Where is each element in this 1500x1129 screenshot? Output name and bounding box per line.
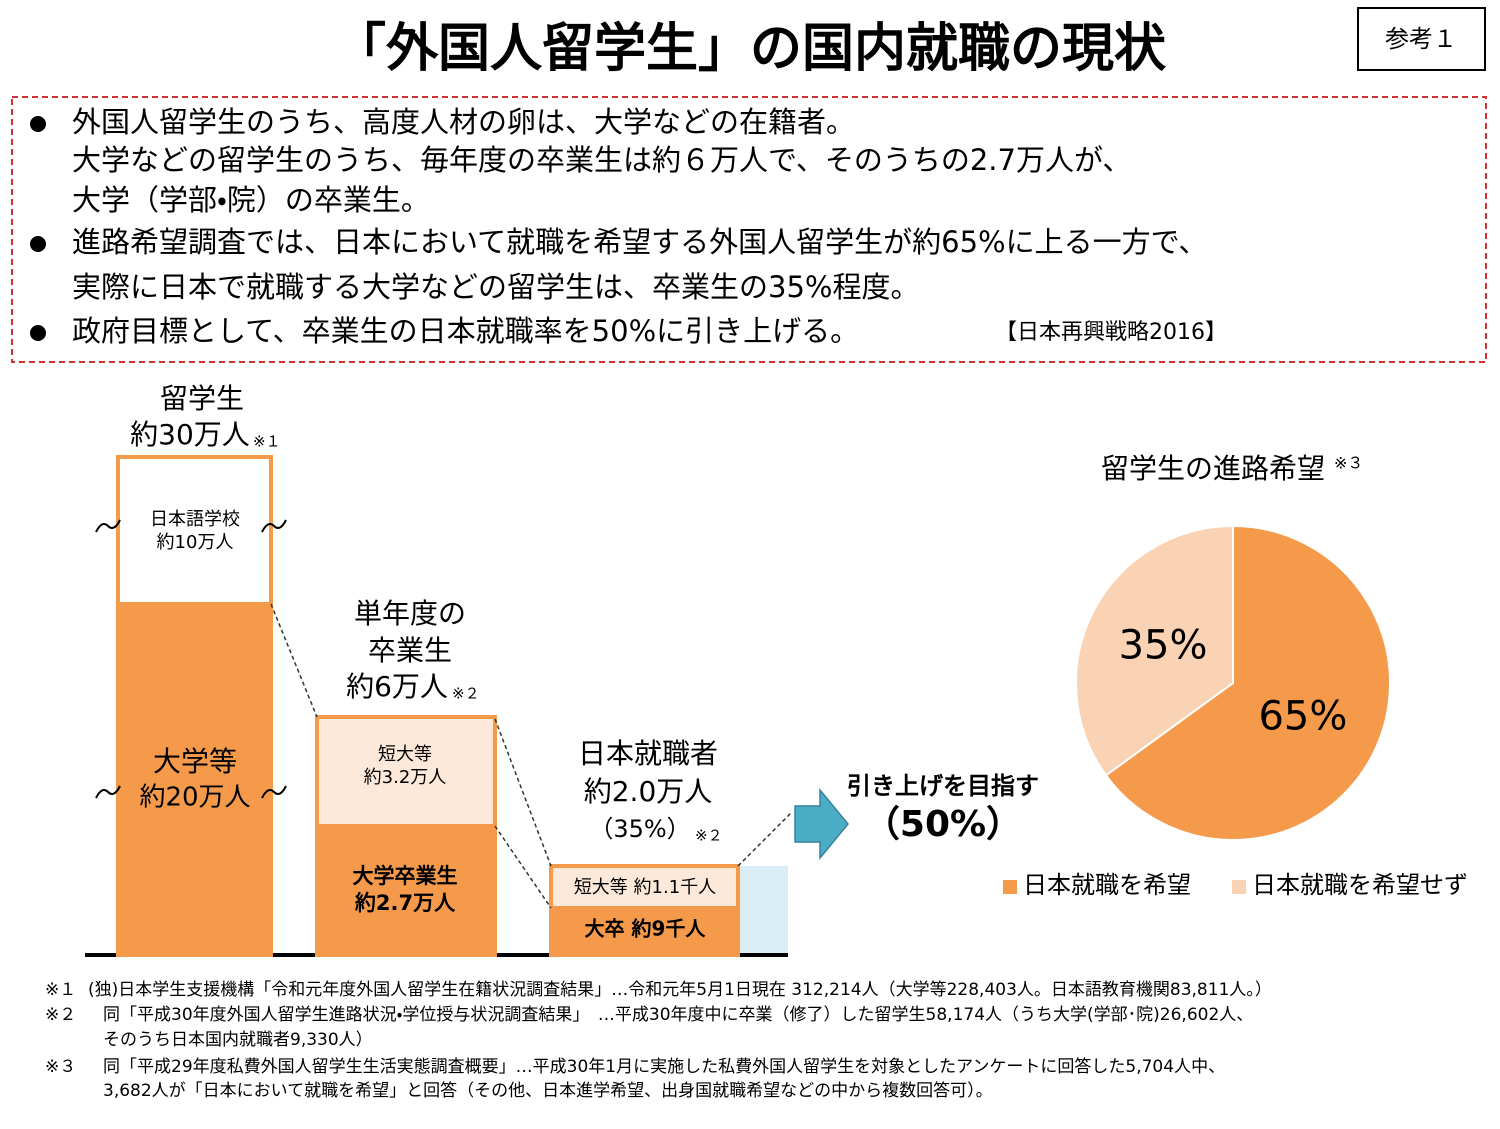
footnote-text: (独)日本学生支援機構「令和元年度外国人留学生在籍状況調査結果」…令和元年5月1…	[88, 980, 1272, 1000]
footnote-text: 3,682人が「日本において就職を希望」と回答（その他、日本進学希望、出身国就職…	[103, 1080, 993, 1101]
connector	[494, 718, 552, 867]
bullet-text: 大学などの留学生のうち、毎年度の卒業生は約６万人で、そのうちの2.7万人が、	[72, 143, 1131, 177]
bullet-text: 外国人留学生のうち、高度人材の卵は、大学などの在籍者。	[72, 105, 855, 139]
target-text: （50%）	[864, 804, 1022, 845]
arrow	[794, 787, 849, 861]
box-text: 約3.2万人	[364, 767, 447, 788]
box-text: 短大等 約1.1千人	[574, 877, 716, 898]
box-lower	[549, 906, 740, 957]
heading: 約2.0万人	[584, 775, 713, 808]
badge: 参考１	[1385, 25, 1457, 53]
footnote-text: 同「平成29年度私費外国人留学生生活実態調査概要」…平成30年1月に実施した私費…	[103, 1056, 1225, 1077]
bullet-text: 実際に日本で就職する大学などの留学生は、卒業生の35%程度。	[72, 270, 919, 304]
connector	[737, 811, 793, 867]
chart-title: 留学生の進路希望	[1101, 452, 1325, 485]
connector	[270, 603, 318, 718]
heading: 卒業生	[368, 634, 452, 667]
bullet-dot	[30, 116, 46, 132]
summary-box	[11, 96, 1487, 363]
pie-slice	[1075, 524, 1234, 777]
bullet-text: 政府目標として、卒業生の日本就職率を50%に引き上げる。	[72, 314, 859, 348]
heading: 留学生	[160, 382, 244, 415]
box-text: 約10万人	[157, 532, 234, 553]
box-lower	[116, 602, 273, 957]
footnote-text: そのうち日本国内就職者9,330人）	[103, 1030, 373, 1050]
pie-label: 65%	[1258, 694, 1347, 740]
legend-swatch	[1003, 880, 1017, 894]
footnote-mark: ※３	[45, 1057, 76, 1077]
bullet-dot	[30, 236, 46, 252]
heading: 単年度の	[354, 597, 466, 630]
break-mark	[261, 519, 287, 533]
box-text: 日本語学校	[150, 509, 240, 530]
bullet-source: 【日本再興戦略2016】	[995, 320, 1227, 345]
box-text: 大卒 約9千人	[585, 917, 707, 941]
badge-box	[1357, 7, 1486, 71]
legend-label: 日本就職を希望せず	[1252, 871, 1468, 899]
legend-swatch	[1232, 880, 1246, 894]
heading: 約6万人	[346, 670, 448, 703]
bullet-text: 進路希望調査では、日本において就職を希望する外国人留学生が約65%に上る一方で、	[72, 225, 1207, 259]
legend-label: 日本就職を希望	[1023, 871, 1191, 899]
box-upper	[116, 455, 273, 606]
note: ※２	[695, 827, 723, 845]
note: ※１	[253, 433, 281, 451]
target-area	[740, 866, 788, 953]
footnote-mark: ※２	[45, 1005, 76, 1025]
note: ※２	[452, 685, 480, 703]
title: 「外国人留学生」の国内就職の現状	[334, 19, 1167, 79]
target-text: 引き上げを目指す	[847, 772, 1039, 800]
footnote-mark: ※１	[45, 980, 76, 1000]
chart-title-note: ※３	[1334, 454, 1363, 473]
box-text: 約2.7万人	[354, 891, 456, 915]
footnote-text: 同「平成30年度外国人留学生進路状況・学位授与状況調査結果」 …平成30年度中に…	[103, 1005, 1253, 1025]
box-text: 大学等	[153, 745, 237, 778]
box-text: 大学卒業生	[353, 864, 458, 888]
break-mark	[261, 785, 287, 799]
heading: 約30万人	[130, 418, 250, 451]
box-upper	[549, 864, 740, 910]
bullet-dot	[30, 325, 46, 341]
connector	[494, 825, 552, 909]
bullet-text: 大学（学部・院）の卒業生。	[72, 183, 430, 217]
pie-slice	[1104, 524, 1391, 841]
pie-label: 35%	[1119, 622, 1208, 668]
heading: 日本就職者	[578, 737, 718, 770]
share: （35%）	[589, 815, 690, 843]
box-text: 短大等	[378, 744, 432, 765]
box-text: 約20万人	[139, 783, 250, 813]
break-mark	[95, 519, 121, 533]
break-mark	[95, 785, 121, 799]
box-lower	[315, 824, 497, 957]
